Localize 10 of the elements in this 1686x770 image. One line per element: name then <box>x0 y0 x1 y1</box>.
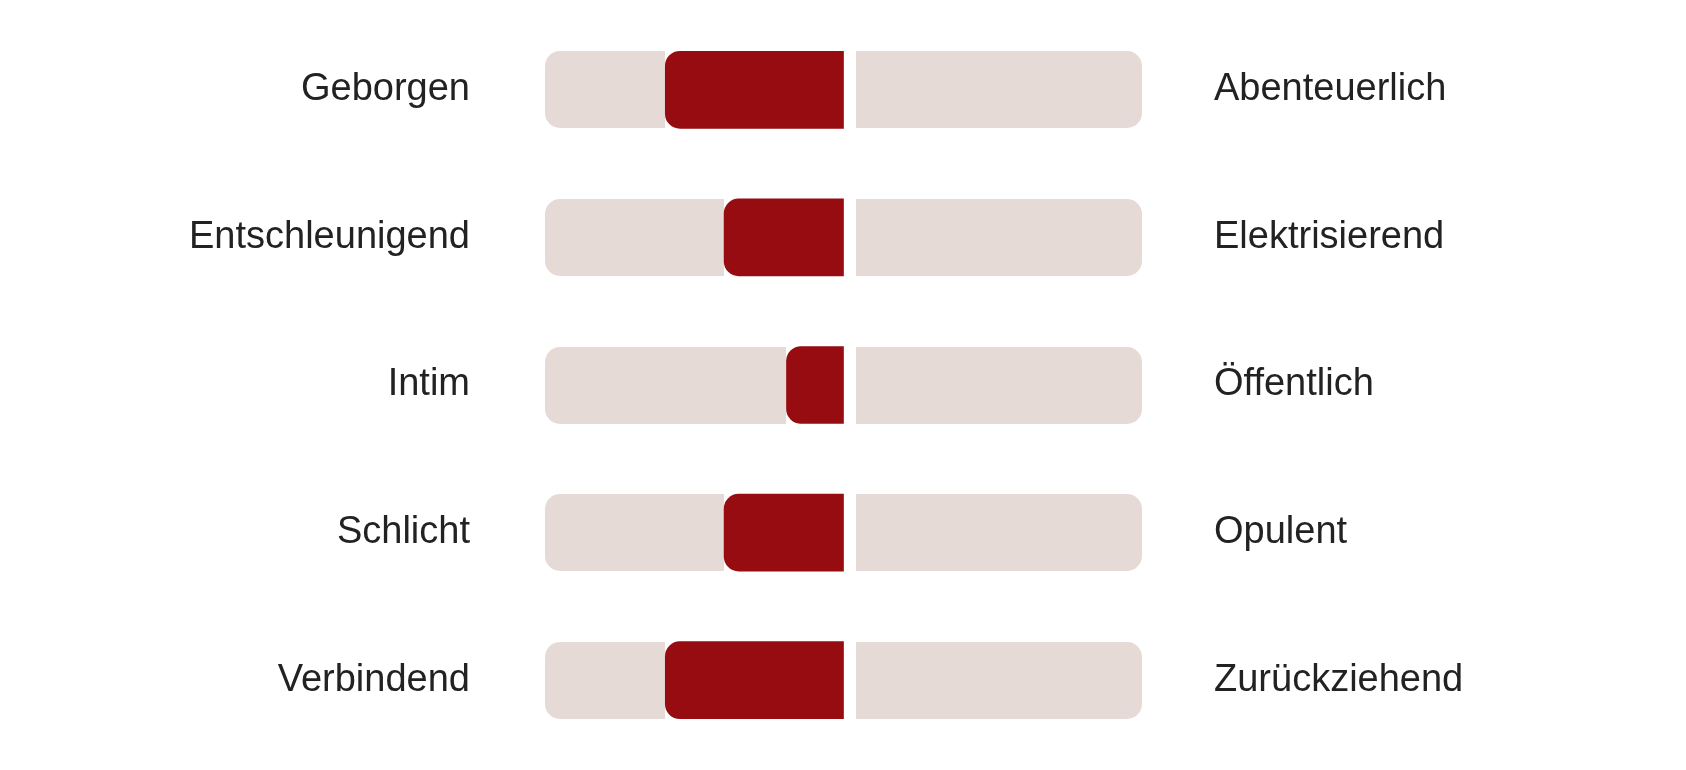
y-tick-label: Entschleunigend <box>189 213 470 256</box>
text: Elektrisierend <box>1214 213 1445 256</box>
text: Opulent <box>1214 509 1348 552</box>
text: Abenteuerlich <box>1214 66 1447 109</box>
y-tick-label: Verbindend <box>277 656 470 699</box>
y-tick-label: Geborgen <box>300 66 470 109</box>
y-tick-label: Schlicht <box>336 509 471 552</box>
text: Öffentlich <box>1214 361 1374 404</box>
text: Zurückziehend <box>1214 656 1464 699</box>
y-tick-label: Intim <box>387 361 470 404</box>
